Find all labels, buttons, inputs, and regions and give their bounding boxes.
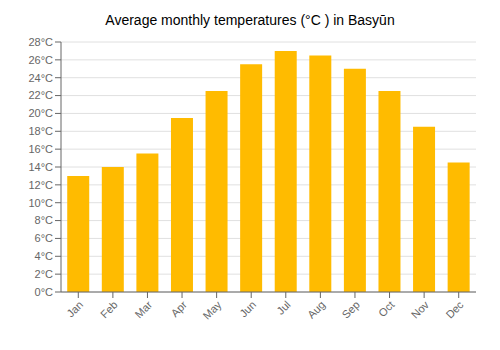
svg-text:Nov: Nov — [409, 298, 432, 321]
svg-text:28°C: 28°C — [28, 36, 53, 48]
svg-text:0°C: 0°C — [35, 286, 54, 298]
html-text:Average monthly temperatures (: Average monthly temperatures (°C ) in Ba… — [105, 12, 395, 28]
svg-text:14°C: 14°C — [28, 161, 53, 173]
svg-text:12°C: 12°C — [28, 179, 53, 191]
svg-text:Apr: Apr — [168, 298, 189, 319]
svg-text:Feb: Feb — [98, 298, 120, 320]
svg-text:Jan: Jan — [64, 298, 85, 319]
svg-text:10°C: 10°C — [28, 197, 53, 209]
svg-text:26°C: 26°C — [28, 54, 53, 66]
svg-text:22°C: 22°C — [28, 89, 53, 101]
svg-text:6°C: 6°C — [35, 232, 54, 244]
svg-text:Aug: Aug — [305, 298, 327, 320]
svg-text:20°C: 20°C — [28, 107, 53, 119]
svg-text:Dec: Dec — [443, 298, 466, 321]
svg-text:8°C: 8°C — [35, 214, 54, 226]
svg-text:16°C: 16°C — [28, 143, 53, 155]
svg-text:Jun: Jun — [237, 298, 258, 319]
svg-text:Jul: Jul — [274, 298, 292, 316]
svg-text:Sep: Sep — [340, 298, 362, 320]
svg-text:18°C: 18°C — [28, 125, 53, 137]
svg-text:Mar: Mar — [133, 298, 155, 320]
svg-text:May: May — [200, 298, 224, 322]
svg-text:Oct: Oct — [376, 298, 397, 319]
svg-text:2°C: 2°C — [35, 268, 54, 280]
svg-text:24°C: 24°C — [28, 72, 53, 84]
svg-text:4°C: 4°C — [35, 250, 54, 262]
